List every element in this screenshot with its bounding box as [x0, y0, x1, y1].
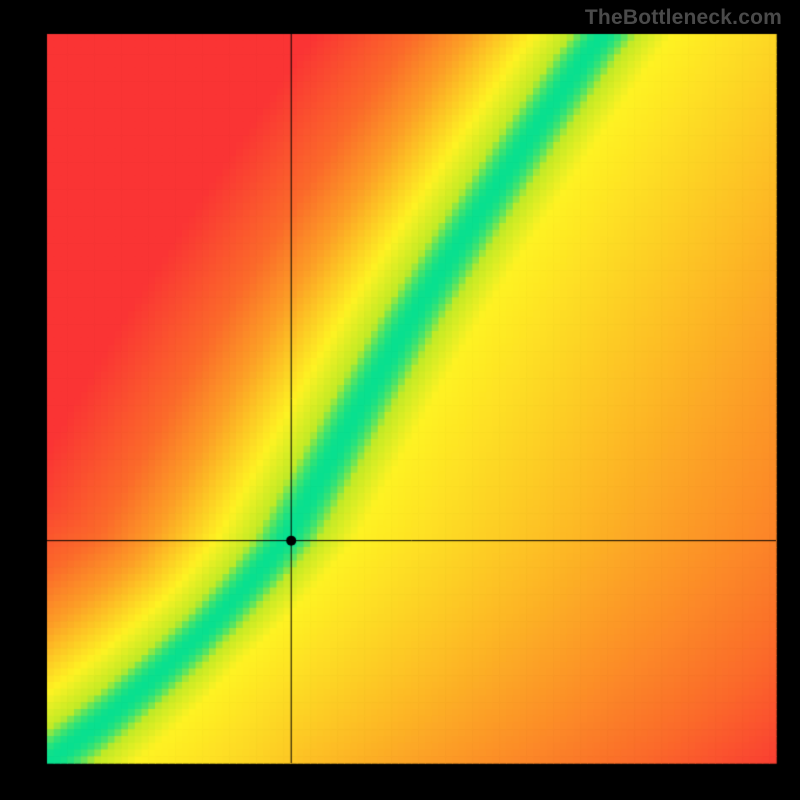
attribution-label: TheBottleneck.com — [585, 6, 782, 30]
bottleneck-heatmap — [0, 0, 800, 800]
